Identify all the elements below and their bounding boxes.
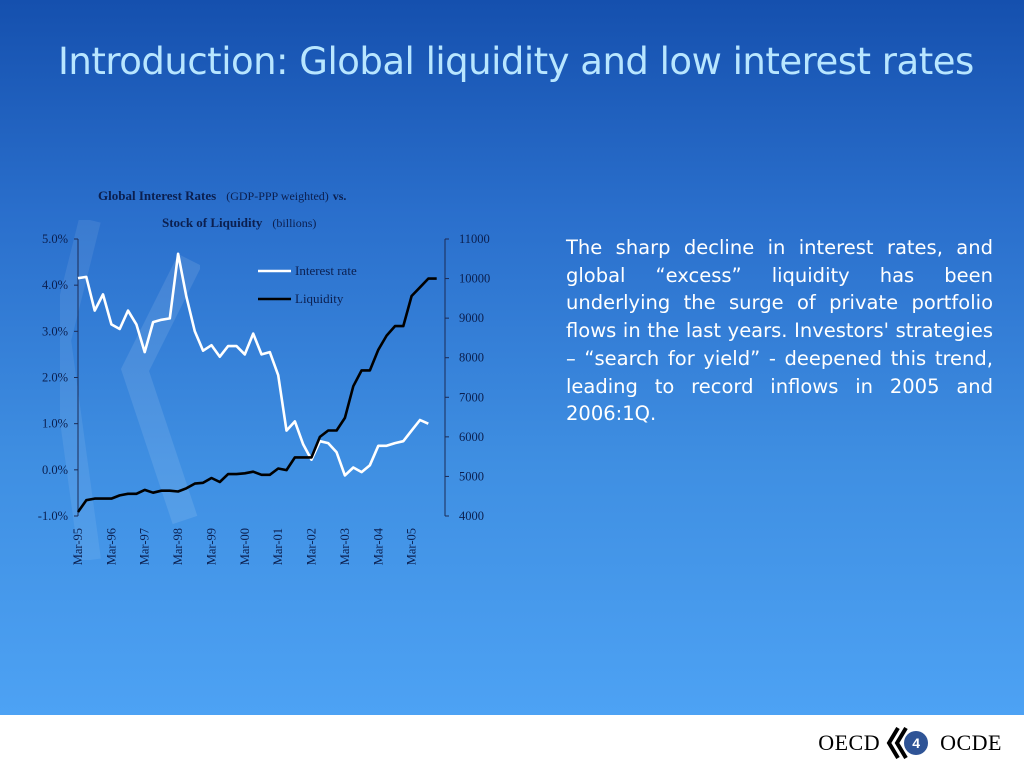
chart-title-normal-2: (billions) xyxy=(272,216,317,230)
chart-title-normal-1: (GDP-PPP weighted) xyxy=(226,189,329,203)
chart-title-line2: Stock of Liquidity (billions) xyxy=(162,214,316,232)
right-tick-label: 10000 xyxy=(459,272,490,286)
left-tick-label: 5.0% xyxy=(42,232,68,246)
right-tick-label: 8000 xyxy=(459,351,484,365)
x-tick-label: Mar-04 xyxy=(371,527,385,565)
logo-text-oecd: OECD xyxy=(818,730,881,755)
chart-title-bold-2: Stock of Liquidity xyxy=(162,215,263,230)
x-tick-label: Mar-00 xyxy=(238,528,252,565)
slide-background: Introduction: Global liquidity and low i… xyxy=(0,0,1024,715)
legend-label: Interest rate xyxy=(295,263,357,278)
logo-text-ocde: OCDE xyxy=(940,730,1002,755)
left-tick-label: 2.0% xyxy=(42,371,68,385)
x-tick-label: Mar-05 xyxy=(405,528,419,565)
page-number: 4 xyxy=(904,731,929,755)
left-tick-label: 3.0% xyxy=(42,324,68,338)
x-tick-label: Mar-02 xyxy=(305,528,319,565)
line-chart: -1.0% 0.0% 1.0% 2.0% 3.0% 4.0% 5.0% 4000 5000 600… xyxy=(38,232,490,565)
chart-title-line1: Global Interest Rates (GDP-PPP weighted)… xyxy=(98,187,346,205)
right-tick-label: 7000 xyxy=(459,390,484,404)
left-tick-label: -1.0% xyxy=(38,509,68,523)
chart-title-bold-1: Global Interest Rates xyxy=(98,188,217,203)
left-tick-label: 0.0% xyxy=(42,463,68,477)
x-tick-label: Mar-98 xyxy=(171,528,185,565)
x-tick-label: Mar-03 xyxy=(338,528,352,565)
legend-label: Liquidity xyxy=(295,291,344,306)
x-tick-label: Mar-99 xyxy=(204,528,218,565)
oecd-logo: OECD 4 OCDE xyxy=(818,726,1002,760)
x-tick-label: Mar-96 xyxy=(104,528,118,565)
body-paragraph: The sharp decline in interest rates, and… xyxy=(566,236,993,426)
right-tick-label: 11000 xyxy=(459,232,490,246)
double-chevron-icon xyxy=(886,726,908,760)
x-tick-label: Mar-01 xyxy=(271,528,285,565)
x-tick-label: Mar-97 xyxy=(138,528,152,565)
right-tick-label: 6000 xyxy=(459,430,484,444)
logo-mark: 4 xyxy=(884,726,936,760)
footer-bar: OECD 4 OCDE xyxy=(0,715,1024,768)
slide-title: Introduction: Global liquidity and low i… xyxy=(58,40,974,83)
left-tick-label: 1.0% xyxy=(42,417,68,431)
right-tick-label: 5000 xyxy=(459,469,484,483)
chart-title-vs: vs. xyxy=(332,189,347,203)
right-tick-label: 4000 xyxy=(459,509,484,523)
series-line-liquidity xyxy=(76,277,437,513)
series-line-interest-rate xyxy=(77,252,429,477)
x-tick-label: Mar-95 xyxy=(71,528,85,565)
left-tick-label: 4.0% xyxy=(42,278,68,292)
right-tick-label: 9000 xyxy=(459,311,484,325)
